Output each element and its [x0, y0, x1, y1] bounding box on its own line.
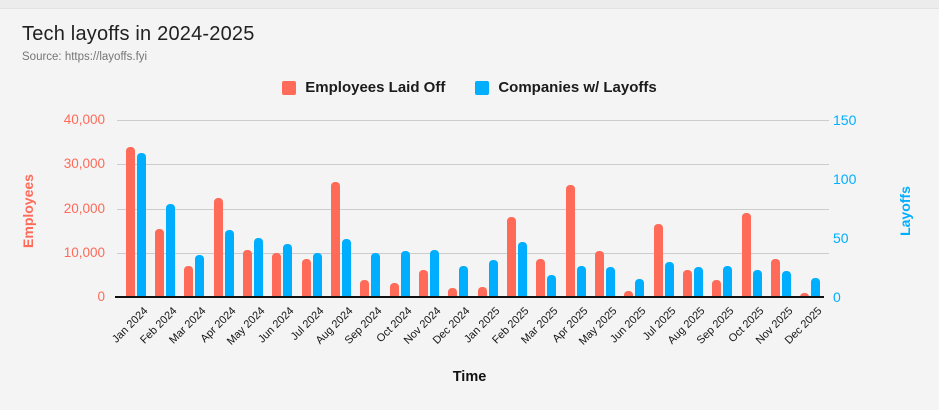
companies-bar-feb-2025[interactable]: [518, 242, 527, 297]
employees-bar-sep-2025[interactable]: [712, 280, 722, 297]
gridline: [117, 208, 829, 210]
companies-bar-feb-2024[interactable]: [166, 204, 175, 297]
companies-bar-jul-2025[interactable]: [664, 262, 674, 297]
companies-bar-mar-2025[interactable]: [547, 275, 557, 297]
employees-bar-feb-2024[interactable]: [155, 229, 164, 297]
gridline: [117, 164, 829, 166]
employees-bar-jul-2025[interactable]: [653, 224, 663, 297]
companies-bar-aug-2025[interactable]: [694, 267, 703, 297]
employees-bar-apr-2024[interactable]: [213, 198, 223, 297]
left-axis-tick-label: 10,000: [63, 244, 105, 260]
employees-bar-apr-2025[interactable]: [565, 185, 575, 297]
employees-bar-jan-2025[interactable]: [477, 287, 487, 297]
companies-bar-nov-2025[interactable]: [782, 271, 791, 297]
gridline: [117, 120, 829, 121]
companies-bar-dec-2025[interactable]: [811, 278, 821, 297]
companies-bar-oct-2025[interactable]: [752, 270, 762, 297]
left-axis-tick-label: 40,000: [63, 112, 105, 127]
companies-bar-may-2025[interactable]: [606, 267, 615, 297]
companies-bar-may-2024[interactable]: [254, 238, 263, 297]
right-axis-title: Layoffs: [897, 186, 913, 236]
right-axis-tick-label: 100: [833, 171, 857, 187]
employees-bar-feb-2025[interactable]: [507, 217, 516, 297]
companies-bar-jul-2024[interactable]: [312, 253, 322, 297]
employees-bar-jun-2024[interactable]: [272, 253, 282, 297]
legend-label: Employees Laid Off: [305, 79, 446, 96]
employees-bar-jan-2024[interactable]: [125, 147, 135, 297]
companies-legend-swatch-icon: [475, 80, 490, 95]
employees-bar-oct-2025[interactable]: [741, 213, 751, 297]
companies-bar-sep-2024[interactable]: [371, 253, 381, 297]
employees-bar-mar-2025[interactable]: [536, 259, 546, 297]
left-axis-tick-label: 30,000: [63, 156, 105, 172]
companies-bar-sep-2025[interactable]: [723, 266, 733, 297]
employees-bar-dec-2025[interactable]: [800, 293, 810, 297]
employees-bar-may-2025[interactable]: [595, 251, 604, 297]
companies-bar-jan-2024[interactable]: [136, 153, 146, 297]
employees-bar-mar-2024[interactable]: [184, 266, 194, 297]
employees-bar-jul-2024[interactable]: [301, 259, 311, 297]
gridline: [117, 252, 829, 254]
employees-bar-sep-2024[interactable]: [360, 280, 370, 297]
legend-item-employees[interactable]: Employees Laid Off: [282, 79, 445, 96]
employees-bar-jun-2025[interactable]: [624, 291, 634, 297]
employees-bar-nov-2025[interactable]: [771, 259, 780, 297]
employees-bar-may-2024[interactable]: [243, 250, 252, 297]
companies-bar-jun-2024[interactable]: [283, 244, 293, 297]
companies-bar-jan-2025[interactable]: [488, 260, 498, 297]
right-axis-tick-label: 0: [833, 289, 841, 305]
companies-bar-oct-2024[interactable]: [400, 251, 410, 297]
x-axis-line: [115, 296, 824, 298]
legend-item-companies[interactable]: Companies w/ Layoffs: [475, 79, 657, 96]
chart-legend: Employees Laid Off Companies w/ Layoffs: [0, 79, 939, 96]
employees-bar-aug-2024[interactable]: [331, 182, 340, 297]
employees-bar-dec-2024[interactable]: [448, 288, 458, 297]
right-axis-tick-label: 150: [833, 112, 857, 128]
companies-bar-jun-2025[interactable]: [635, 279, 645, 297]
left-axis-title: Employees: [20, 174, 36, 248]
companies-bar-mar-2024[interactable]: [195, 255, 205, 297]
companies-bar-apr-2024[interactable]: [224, 230, 234, 297]
employees-legend-swatch-icon: [282, 80, 297, 95]
companies-bar-apr-2025[interactable]: [576, 266, 586, 297]
employees-bar-nov-2024[interactable]: [419, 270, 428, 297]
employees-bar-oct-2024[interactable]: [389, 283, 399, 297]
left-axis-tick-label: 0: [97, 289, 105, 304]
companies-bar-dec-2024[interactable]: [459, 266, 469, 297]
left-axis-tick-label: 20,000: [63, 200, 105, 216]
companies-bar-nov-2024[interactable]: [430, 250, 439, 297]
companies-bar-aug-2024[interactable]: [342, 239, 351, 297]
chart-title: Tech layoffs in 2024-2025: [22, 23, 255, 45]
legend-label: Companies w/ Layoffs: [498, 79, 657, 96]
right-axis-tick-label: 50: [833, 230, 849, 246]
x-axis-title: Time: [452, 369, 487, 385]
chart-source: Source: https://layoffs.fyi: [22, 51, 148, 63]
window-top-strip: [0, 0, 939, 9]
employees-bar-aug-2025[interactable]: [683, 270, 692, 297]
plot-area: [117, 120, 829, 297]
